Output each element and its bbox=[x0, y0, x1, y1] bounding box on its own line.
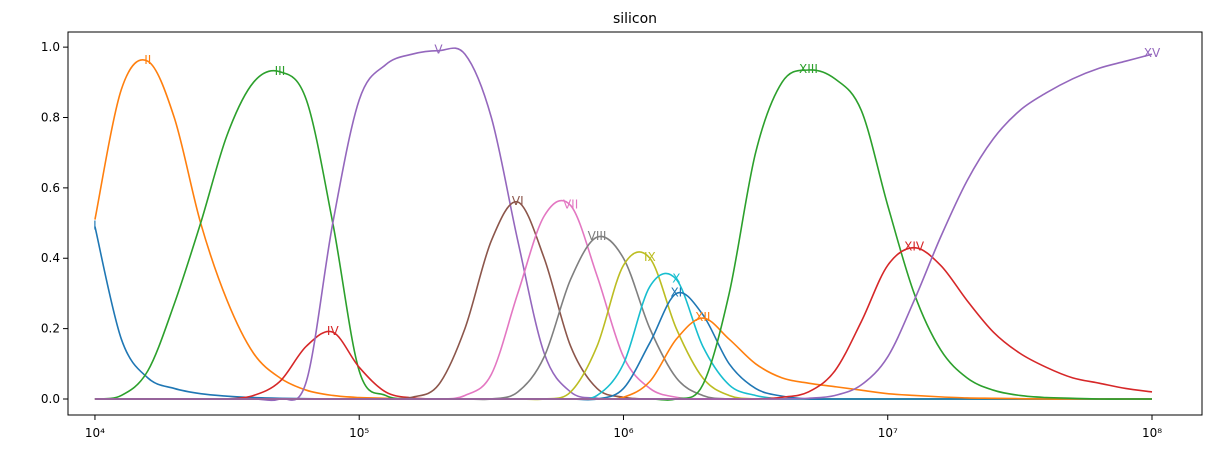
series-label: IX bbox=[644, 250, 656, 264]
x-tick-label: 10⁶ bbox=[613, 426, 633, 440]
y-tick-label: 0.8 bbox=[41, 111, 60, 125]
series-label: VII bbox=[563, 197, 578, 211]
x-tick-label: 10⁴ bbox=[85, 426, 105, 440]
series-label: XIII bbox=[799, 62, 818, 76]
y-tick-label: 0.0 bbox=[41, 392, 60, 406]
series-label: IV bbox=[327, 324, 340, 338]
series-label: I bbox=[93, 219, 97, 233]
series-label: XI bbox=[670, 285, 682, 299]
series-label: III bbox=[275, 64, 286, 78]
x-tick-label: 10⁵ bbox=[349, 426, 369, 440]
series-label: X bbox=[672, 271, 680, 285]
y-tick-label: 1.0 bbox=[41, 40, 60, 54]
x-tick-label: 10⁷ bbox=[878, 426, 898, 440]
chart-title: silicon bbox=[613, 11, 657, 27]
series-label: XV bbox=[1144, 46, 1161, 60]
series-label: II bbox=[144, 53, 151, 67]
series-label: XIV bbox=[904, 240, 925, 254]
axes-frame bbox=[67, 31, 1203, 416]
series-label: V bbox=[434, 43, 443, 57]
series-label: XII bbox=[695, 310, 710, 324]
series-label: VI bbox=[512, 194, 524, 208]
series-label: VIII bbox=[588, 229, 607, 243]
y-tick-label: 0.4 bbox=[41, 251, 60, 265]
x-tick-label: 10⁸ bbox=[1142, 426, 1162, 440]
y-tick-label: 0.6 bbox=[41, 181, 60, 195]
series-line bbox=[94, 53, 1153, 400]
y-tick-label: 0.2 bbox=[41, 322, 60, 336]
